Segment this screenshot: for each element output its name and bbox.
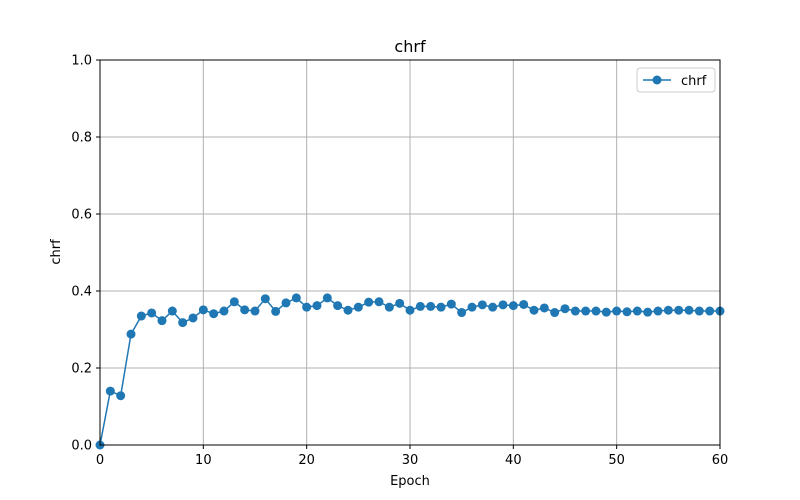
legend-label: chrf [681,74,707,89]
data-point [467,302,477,312]
data-point [147,308,157,318]
data-point [674,305,684,315]
y-tick-label: 0.4 [71,285,92,300]
data-point [601,307,611,317]
data-point [240,305,250,315]
data-point [405,305,415,315]
plot-frame [99,59,721,446]
data-point [529,305,539,315]
data-point [622,307,632,317]
series-layer [95,293,725,450]
data-point [663,305,673,315]
data-point [126,329,136,339]
data-point [694,306,704,316]
data-point [374,297,384,307]
data-point [436,302,446,312]
legend-marker-sample [652,75,662,85]
data-point [591,306,601,316]
data-point [426,301,436,311]
data-point [364,297,374,307]
data-point [498,300,508,310]
data-point [477,300,487,310]
y-tick-label: 0.2 [71,362,92,377]
data-point [105,386,115,396]
data-point [581,306,591,316]
data-point [188,313,198,323]
data-point [457,308,467,318]
data-point [415,301,425,311]
x-tick-label: 30 [402,453,419,468]
data-point [643,307,653,317]
y-axis-label: chrf [49,239,64,265]
data-point [632,306,642,316]
data-point [136,311,146,321]
data-point [116,391,126,401]
data-point [167,306,177,316]
chart-title: chrf [394,37,426,56]
data-point [281,298,291,308]
data-point [395,298,405,308]
data-point [570,306,580,316]
data-point [302,302,312,312]
x-tick-label: 20 [298,453,315,468]
data-point [539,303,549,313]
data-point [198,305,208,315]
data-point [322,293,332,303]
data-point [219,306,229,316]
data-point [684,305,694,315]
data-point [384,302,394,312]
data-point [229,297,239,307]
data-point [178,318,188,328]
axis-ticks: 0 10 20 30 40 50 60 0.0 0.2 0.4 0.6 0.8 1.0 [71,54,728,469]
data-point [157,316,167,326]
legend-box [636,67,716,93]
data-point [291,293,301,303]
data-point [353,302,363,312]
data-point [519,299,529,309]
data-point [653,306,663,316]
data-point [343,305,353,315]
x-tick-label: 40 [505,453,522,468]
data-point [312,301,322,311]
x-tick-label: 60 [712,453,729,468]
data-point [260,294,270,304]
x-tick-label: 10 [195,453,212,468]
data-point [550,308,560,318]
data-point [705,306,715,316]
data-point [446,299,456,309]
data-point [560,304,570,314]
y-tick-label: 0.0 [71,439,92,454]
x-tick-label: 50 [608,453,625,468]
data-point [250,306,260,316]
y-tick-label: 0.8 [71,131,92,146]
x-tick-label: 0 [96,453,104,468]
legend: chrf [636,67,716,93]
data-point [612,306,622,316]
y-tick-label: 1.0 [71,54,92,69]
x-axis-label: Epoch [390,474,430,489]
data-point [333,301,343,311]
data-point [508,301,518,311]
data-point [488,302,498,312]
data-point [209,309,219,319]
y-tick-label: 0.6 [71,208,92,223]
data-point [271,306,281,316]
